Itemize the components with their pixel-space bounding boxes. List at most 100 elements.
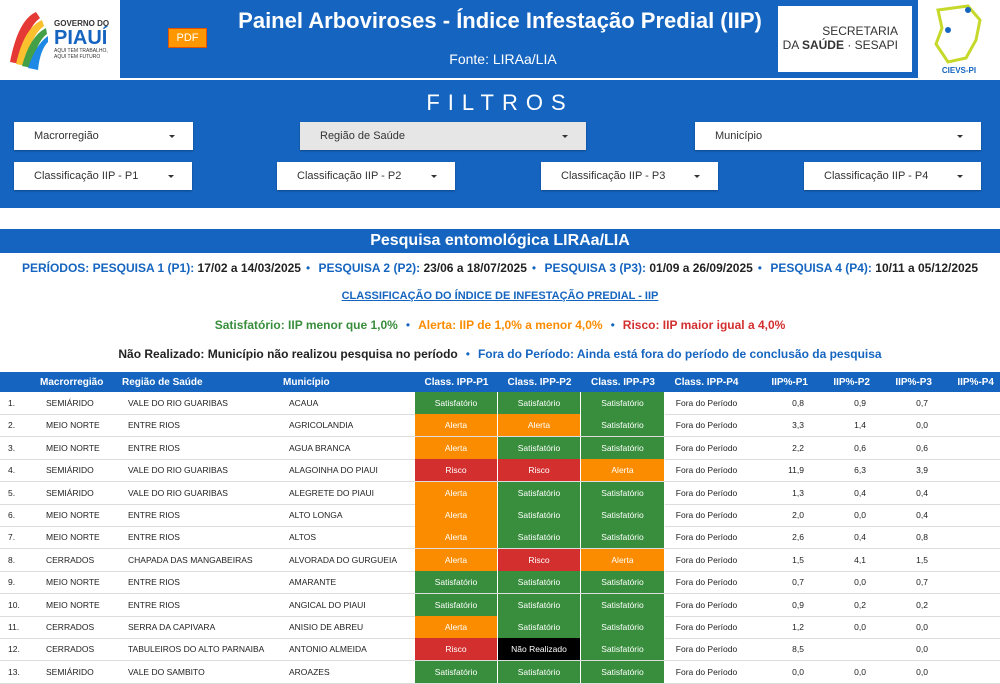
table-cell: 0,6: [854, 442, 866, 453]
logo-text: · SESAPI: [847, 38, 898, 52]
separator: •: [531, 261, 537, 275]
column-header: Class. IPP-P4: [674, 376, 739, 388]
legend-item: Alerta: IIP de 1,0% a menor 4,0%: [418, 318, 603, 332]
status-cell: Fora do Período: [675, 644, 738, 655]
status-cell: Fora do Período: [675, 577, 738, 588]
table-cell: 1,5: [916, 554, 928, 565]
logo-graphic: GOVERNO DO PIAUÍ AQUI TEM TRABALHO, AQUI…: [10, 12, 109, 70]
period-label: PESQUISA 3 (P3):: [544, 261, 647, 275]
table-cell: 0,8: [916, 532, 928, 543]
source: Fonte: LIRAa/LIA: [449, 51, 557, 67]
status-cell: Satisfatório: [581, 504, 665, 526]
status-cell: Alerta: [415, 414, 498, 437]
table-cell: 0,0: [854, 577, 866, 588]
period-label: PESQUISA 4 (P4):: [770, 261, 872, 275]
table-cell: 2.: [8, 420, 16, 431]
legend: Satisfatório: IIP menor que 1,0% • Alerta:…: [0, 318, 1000, 332]
table-row: 10. MEIO NORTE ENTRE RIOS ANGICAL DO PIAUI S…: [0, 593, 1000, 617]
status-cell: Satisfatório: [415, 392, 498, 414]
table-cell: VALE DO SAMBITO: [128, 666, 205, 677]
table-cell: CERRADOS: [46, 644, 95, 655]
table-cell: ALAGOINHA DO PIAUI: [289, 465, 378, 476]
table-cell: 0,7: [792, 577, 804, 588]
dropdown[interactable]: Região de Saúde: [300, 122, 586, 150]
table-cell: MEIO NORTE: [46, 577, 100, 588]
table-row: 4. SEMIÁRIDO VALE DO RIO GUARIBAS ALAGOINHA…: [0, 459, 1000, 483]
status-cell: Satisfatório: [581, 481, 665, 504]
periods-prefix: PERÍODOS:: [21, 261, 90, 275]
status-cell: Satisfatório: [498, 526, 581, 549]
table-cell: ALVORADA DO GURGUEIA: [289, 554, 398, 565]
status-cell: Alerta: [415, 616, 498, 638]
logo-text: SAÚDE: [801, 38, 844, 52]
filters-title: FILTROS: [426, 90, 574, 115]
status-cell: Satisfatório: [581, 593, 665, 616]
dropdown[interactable]: Macrorregião: [14, 122, 193, 150]
column-header: Macrorregião: [40, 376, 104, 388]
status-cell: Satisfatório: [581, 660, 665, 683]
status-cell: Satisfatório: [581, 571, 665, 594]
separator: •: [465, 347, 470, 361]
table-cell: 0,7: [916, 398, 928, 408]
column-header: Região de Saúde: [122, 376, 203, 388]
table-cell: ANISIO DE ABREU: [289, 622, 364, 632]
table-cell: 6,3: [854, 465, 866, 476]
table-row: 5. SEMIÁRIDO VALE DO RIO GUARIBAS ALEGRETE …: [0, 481, 1000, 505]
table-row: 13. SEMIÁRIDO VALE DO SAMBITO AROAZES Satisf…: [0, 660, 1000, 684]
dropdown[interactable]: Classificação IIP - P3: [541, 162, 718, 190]
status-cell: Satisfatório: [498, 504, 581, 526]
table-cell: 0,2: [854, 599, 866, 610]
table-row: 12. CERRADOS TABULEIROS DO ALTO PARNAIBA AN…: [0, 638, 1000, 662]
period-dates: 10/11 a 05/12/2025: [875, 261, 979, 275]
table-cell: SEMIÁRIDO: [46, 465, 94, 476]
pdf-button[interactable]: PDF: [168, 28, 207, 48]
dropdown[interactable]: Classificação IIP - P4: [804, 162, 981, 190]
status-cell: Fora do Período: [675, 465, 738, 476]
status-cell: Fora do Período: [675, 487, 738, 498]
status-cell: Satisfatório: [498, 392, 581, 414]
periods: PERÍODOS: PESQUISA 1 (P1): 17/02 a 14/03…: [0, 261, 1000, 275]
table-row: 3. MEIO NORTE ENTRE RIOS AGUA BRANCA Alerta S…: [0, 436, 1000, 460]
logo-text: SECRETARIA: [822, 24, 898, 38]
column-header: Class. IPP-P1: [424, 376, 489, 388]
dropdown[interactable]: Município: [695, 122, 981, 150]
table-cell: 0,9: [854, 398, 866, 408]
legend-item: Risco: IIP maior igual a 4,0%: [622, 318, 786, 332]
table-cell: MEIO NORTE: [46, 442, 100, 453]
table-cell: 0,6: [916, 442, 928, 453]
table-header: Macrorregião Região de Saúde Município Clas…: [0, 372, 1000, 392]
status-cell: Satisfatório: [498, 593, 581, 616]
column-header: IIP%-P4: [957, 376, 994, 388]
logo-governo: GOVERNO DO PIAUÍ AQUI TEM TRABALHO, AQUI…: [0, 0, 120, 78]
status-cell: Satisfatório: [415, 571, 498, 594]
table-cell: 0,0: [854, 622, 866, 632]
table-cell: CERRADOS: [46, 622, 95, 632]
column-header: Município: [283, 376, 330, 388]
table-cell: AGRICOLANDIA: [289, 420, 354, 431]
table-cell: ENTRE RIOS: [128, 420, 180, 431]
status-cell: Alerta: [415, 436, 498, 459]
table-cell: 11,9: [788, 465, 804, 476]
status-cell: Satisfatório: [581, 414, 665, 437]
status-cell: Fora do Período: [675, 442, 738, 453]
table-cell: 1,3: [792, 487, 804, 498]
status-cell: Risco: [498, 459, 581, 482]
period-dates: 23/06 a 18/07/2025: [423, 261, 527, 275]
table-cell: 1.: [8, 398, 16, 408]
status-cell: Satisfatório: [581, 392, 665, 414]
table-cell: 2,6: [792, 532, 804, 543]
status-cell: Alerta: [415, 504, 498, 526]
table-cell: 3,9: [916, 465, 928, 476]
table-cell: 4.: [8, 465, 16, 476]
table-cell: 0,4: [854, 532, 866, 543]
logo-text: AQUI TEM TRABALHO,: [54, 48, 108, 54]
dropdown[interactable]: Classificação IIP - P1: [14, 162, 192, 190]
status-cell: Satisfatório: [498, 616, 581, 638]
table-cell: 9.: [8, 577, 16, 588]
table-cell: AMARANTE: [289, 577, 337, 588]
status-cell: Risco: [415, 459, 498, 482]
column-header: IIP%-P3: [895, 376, 932, 388]
dropdown[interactable]: Classificação IIP - P2: [277, 162, 455, 190]
table-cell: TABULEIROS DO ALTO PARNAIBA: [128, 644, 265, 655]
